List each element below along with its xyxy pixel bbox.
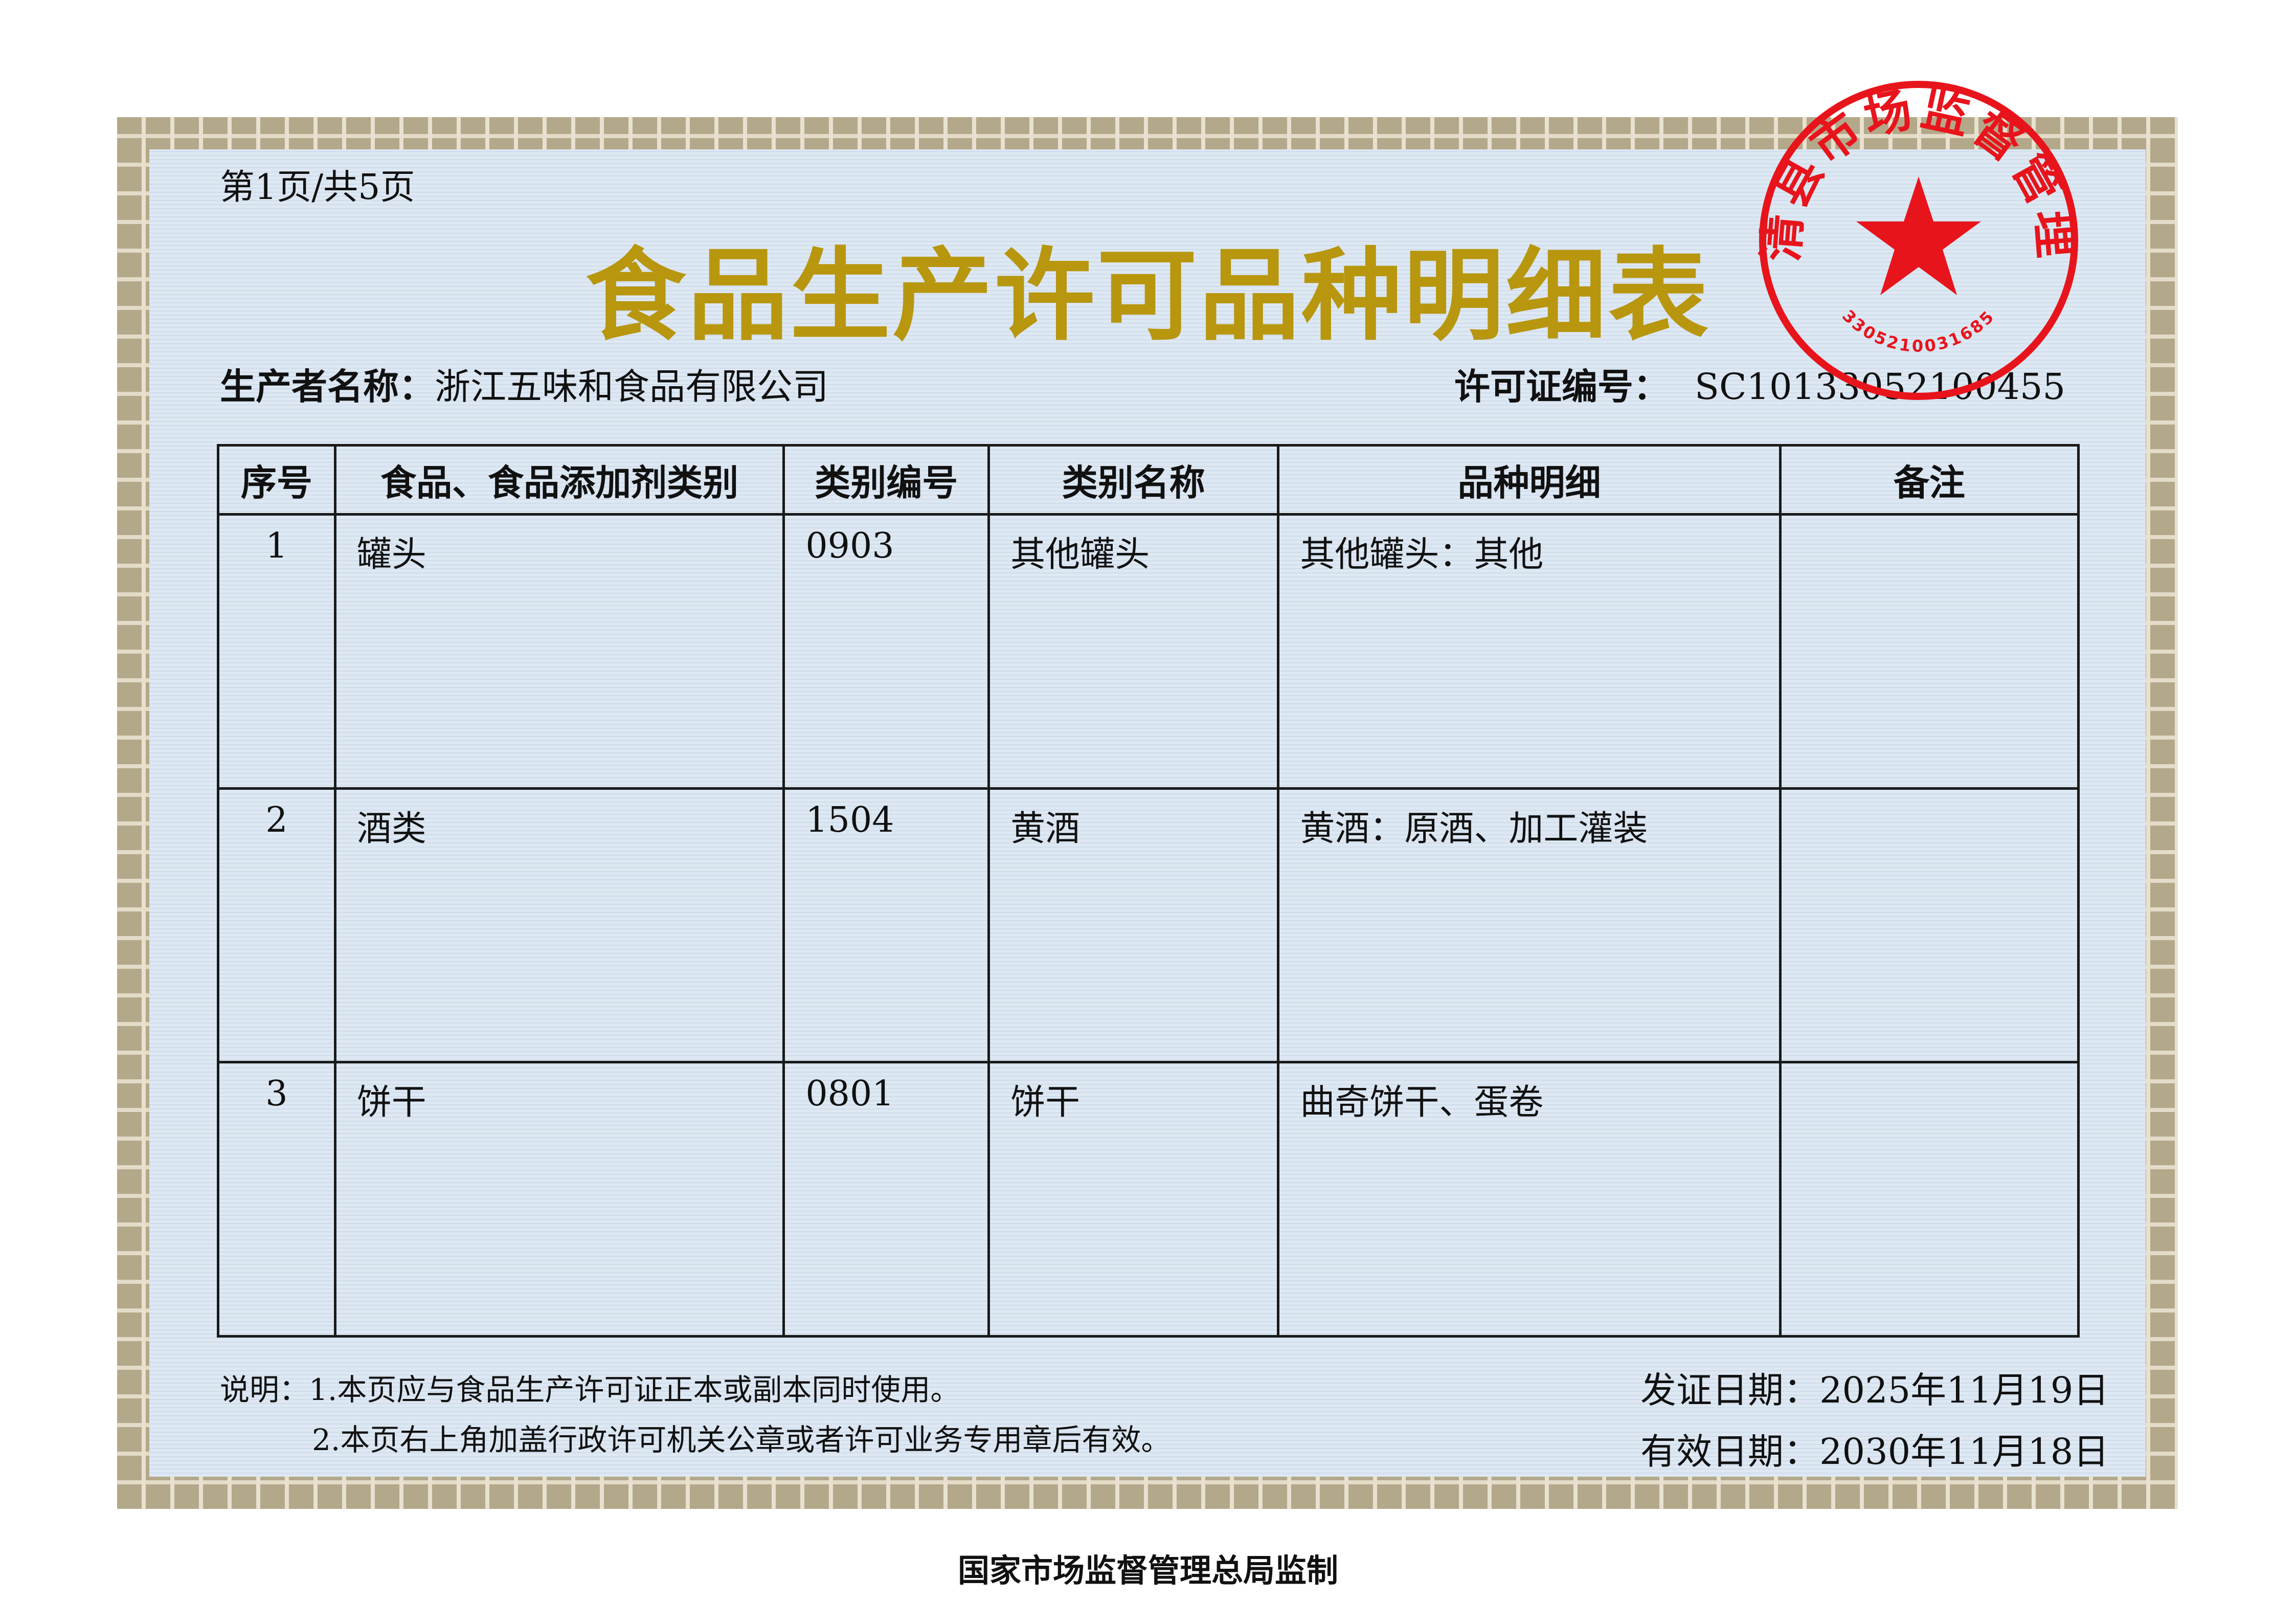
cell-detail: 曲奇饼干、蛋卷 xyxy=(1277,1061,1782,1338)
producer-value: 浙江五味和食品有限公司 xyxy=(435,366,828,408)
cell-name: 黄酒 xyxy=(987,787,1280,1064)
table-row: 1 罐头 0903 其他罐头 其他罐头：其他 xyxy=(217,513,2080,790)
valid-date-value: 2030年11月18日 xyxy=(1819,1431,2109,1473)
note-line-1: 说明：1.本页应与食品生产许可证正本或副本同时使用。 xyxy=(220,1366,960,1409)
table-row: 2 酒类 1504 黄酒 黄酒：原酒、加工灌装 xyxy=(217,787,2080,1064)
cell-index: 3 xyxy=(217,1061,336,1338)
document-title: 食品生产许可品种明细表 xyxy=(585,237,1710,354)
cell-category: 饼干 xyxy=(333,1061,785,1338)
cell-code: 1504 xyxy=(782,787,991,1064)
table-row: 3 饼干 0801 饼干 曲奇饼干、蛋卷 xyxy=(217,1061,2080,1338)
notes-prefix: 说明： xyxy=(220,1372,309,1407)
cell-category: 罐头 xyxy=(333,513,785,790)
seal-code: 3305210031685 xyxy=(1838,306,1999,356)
issue-date-value: 2025年11月19日 xyxy=(1819,1369,2109,1411)
cell-remark xyxy=(1779,513,2080,790)
header-cell: 备注 xyxy=(1779,444,2080,516)
header-cell: 食品、食品添加剂类别 xyxy=(333,444,785,516)
official-seal: 德清县市场监督管理局 3305210031685 xyxy=(1755,77,2080,400)
page-indicator: 第1页/共5页 xyxy=(220,167,415,208)
header-cell: 类别编号 xyxy=(782,444,991,516)
header-cell: 品种明细 xyxy=(1277,444,1782,516)
variety-table: 序号 食品、食品添加剂类别 类别编号 类别名称 品种明细 备注 1 罐头 090… xyxy=(217,444,2080,1338)
note-1: 1.本页应与食品生产许可证正本或副本同时使用。 xyxy=(309,1372,960,1407)
cell-category: 酒类 xyxy=(333,787,785,1064)
cell-name: 其他罐头 xyxy=(987,513,1280,790)
footer-supervisor: 国家市场监督管理总局监制 xyxy=(957,1552,1338,1589)
cell-detail: 其他罐头：其他 xyxy=(1277,513,1782,790)
note-2: 2.本页右上角加盖行政许可机关公章或者许可业务专用章后有效。 xyxy=(312,1422,1171,1457)
cell-remark xyxy=(1779,1061,2080,1338)
cell-index: 2 xyxy=(217,787,336,1064)
seal-ring xyxy=(1759,81,2078,400)
cell-detail: 黄酒：原酒、加工灌装 xyxy=(1277,787,1782,1064)
cell-name: 饼干 xyxy=(987,1061,1280,1338)
cell-remark xyxy=(1779,787,2080,1064)
cell-code: 0801 xyxy=(782,1061,991,1338)
header-cell: 序号 xyxy=(217,444,336,516)
cell-index: 1 xyxy=(217,513,336,790)
cell-code: 0903 xyxy=(782,513,991,790)
producer-label: 生产者名称： xyxy=(220,365,435,408)
license-number: 许可证编号： SC10133052100455 xyxy=(1454,358,2065,410)
valid-date: 有效日期：2030年11月18日 xyxy=(1640,1423,2109,1475)
issue-date: 发证日期：2025年11月19日 xyxy=(1640,1362,2109,1413)
star-icon xyxy=(1856,176,1981,295)
license-label: 许可证编号： xyxy=(1454,365,1669,408)
valid-date-label: 有效日期： xyxy=(1640,1431,1819,1473)
header-cell: 类别名称 xyxy=(987,444,1280,516)
issue-date-label: 发证日期： xyxy=(1640,1369,1819,1411)
producer-name: 生产者名称：浙江五味和食品有限公司 xyxy=(220,358,828,410)
table-header-row: 序号 食品、食品添加剂类别 类别编号 类别名称 品种明细 备注 xyxy=(217,444,2080,516)
